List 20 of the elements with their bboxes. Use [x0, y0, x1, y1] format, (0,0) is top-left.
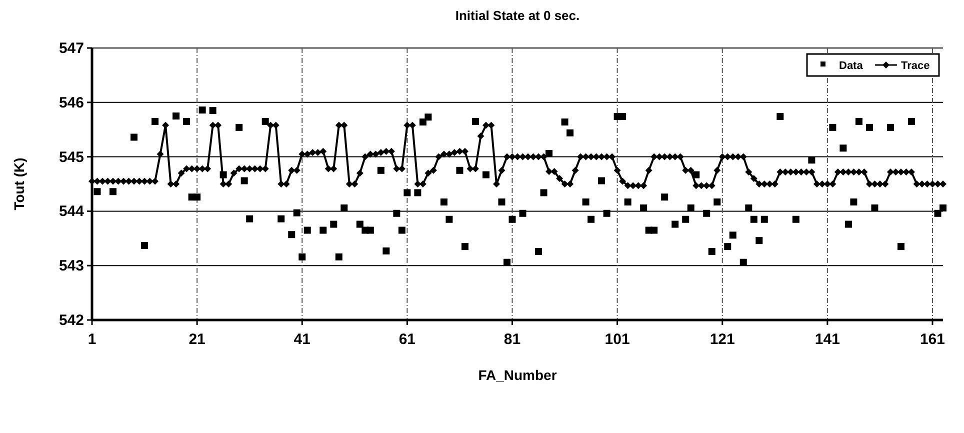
- y-tick-label: 545: [58, 148, 84, 166]
- x-tick-label: 121: [710, 331, 735, 348]
- x-tick-label: 21: [188, 331, 206, 348]
- x-tick-label: 61: [398, 331, 416, 348]
- x-tick-label: 141: [814, 331, 840, 348]
- y-tick-label: 543: [58, 258, 84, 275]
- y-tick-label: 547: [58, 40, 84, 57]
- y-tick-label: 542: [58, 312, 84, 329]
- x-tick-label: 1: [88, 331, 96, 348]
- x-tick-label: 41: [294, 331, 310, 348]
- y-tick-label: 546: [58, 94, 84, 112]
- x-tick-label: 101: [604, 331, 630, 348]
- legend-label: Data: [839, 60, 864, 72]
- y-tick-label: 544: [58, 203, 85, 220]
- y-axis-title: Tout (K): [11, 158, 27, 210]
- x-tick-label: 161: [920, 331, 946, 348]
- x-tick-label: 81: [504, 331, 521, 348]
- legend-label: Trace: [901, 60, 930, 72]
- x-axis-title: FA_Number: [478, 367, 558, 383]
- chart-title: Initial State at 0 sec.: [455, 8, 580, 23]
